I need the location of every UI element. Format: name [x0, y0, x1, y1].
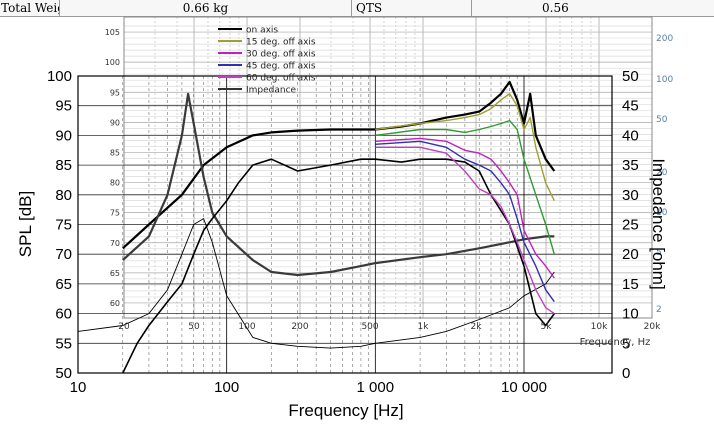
main-ticks: 10 100 1 000 10 000 50 55 60 65 70 75 80 85 90 95 100 0…	[47, 68, 639, 396]
inset-frame	[123, 16, 653, 319]
inset-legend: on axis 15 deg. off axis 30 deg. off axis 4…	[218, 26, 316, 96]
x-tick-label: 10 000	[501, 379, 547, 396]
spec-value-total-weight: 0.66 kg	[60, 0, 352, 16]
y-tick-label: 100	[47, 68, 72, 85]
inset-y2-tick: 5	[656, 248, 662, 258]
inset-x-tick: 20	[118, 322, 130, 332]
inset-x-tick: 200	[291, 322, 308, 332]
inset-ticks: 20 50 100 200 500 1k 2k 5k 10k 20k105100959085807…	[105, 28, 674, 332]
inset-y-tick: 65	[110, 269, 120, 278]
y2-tick-label: 45	[622, 98, 639, 115]
spec-value-qts: 0.56	[542, 1, 569, 15]
y-tick-label: 90	[55, 127, 72, 144]
series-60-deg	[375, 140, 555, 303]
inset-x-tick: 100	[238, 322, 255, 332]
x-tick-label: 1 000	[357, 379, 395, 396]
legend-label: 60 deg. off axis	[246, 74, 316, 84]
y2-tick-label: 35	[622, 157, 639, 174]
inset-y-tick: 85	[110, 148, 120, 157]
spec-label-total-weight: Total Weight	[0, 0, 60, 16]
inset-y2-tick: 2	[656, 305, 662, 315]
inset-x-tick: 1k	[418, 322, 430, 332]
y-axis-label: SPL [dB]	[16, 191, 35, 257]
inset-x-tick: 500	[361, 322, 378, 332]
series-impedance-main	[122, 92, 555, 277]
inset-y-tick: 70	[110, 239, 120, 248]
y2-tick-label: 25	[622, 217, 639, 234]
legend-label: 30 deg. off axis	[246, 50, 316, 60]
x-tick-label: 10	[70, 379, 87, 396]
y-tick-label: 55	[55, 335, 72, 352]
y-tick-label: 80	[55, 187, 72, 204]
inset-x-tick: 2k	[471, 322, 483, 332]
inset-y2-tick: 200	[656, 34, 673, 44]
main-grid	[77, 75, 613, 374]
x-tick-label: 100	[214, 379, 239, 396]
series-80-deg	[375, 146, 555, 315]
inset-y-tick: 95	[110, 88, 120, 97]
y2-tick-label: 40	[622, 127, 639, 144]
inset-y2-tick: 50	[656, 115, 668, 125]
y2-tick-label: 50	[622, 68, 639, 85]
inset-series	[77, 93, 555, 374]
series-45-deg	[375, 137, 555, 279]
series-impedance-near-field	[77, 218, 555, 349]
y2-tick-label: 10	[622, 306, 639, 323]
main-frame	[77, 75, 613, 374]
inset-y2-tick: 20	[656, 168, 668, 178]
y-tick-label: 75	[55, 217, 72, 234]
y-tick-label: 60	[55, 306, 72, 323]
series-15-deg	[375, 93, 555, 202]
y-tick-label: 70	[55, 246, 72, 263]
inset-x-tick: 50	[188, 322, 200, 332]
series-30-deg	[375, 119, 555, 255]
inset-y-tick: 60	[110, 299, 120, 308]
inset-y2-tick: 100	[656, 75, 673, 85]
y-tick-label: 65	[55, 276, 72, 293]
inset-y-tick: 100	[105, 58, 120, 67]
inset-x-axis-label: Frequency, Hz	[580, 337, 651, 348]
inset-x-tick: 10k	[591, 322, 608, 332]
legend-label: on axis	[246, 26, 278, 36]
y2-tick-label: 0	[622, 365, 630, 382]
legend-label: 15 deg. off axis	[246, 38, 316, 48]
inset-y-tick: 80	[110, 179, 120, 188]
inset-x-tick: 5k	[541, 322, 553, 332]
legend-label: 45 deg. off axis	[246, 62, 316, 72]
inset-y2-tick: 10	[656, 208, 668, 218]
y2-tick-label: 5	[622, 335, 630, 352]
spec-label-qts: QTS	[352, 0, 472, 16]
y2-tick-label: 20	[622, 246, 639, 263]
y-tick-label: 95	[55, 98, 72, 115]
y2-tick-label: 30	[622, 187, 639, 204]
y-tick-label: 85	[55, 157, 72, 174]
main-series	[122, 80, 556, 277]
y2-axis-label: Impedance [ohm]	[649, 158, 668, 289]
inset-y-tick: 75	[110, 209, 120, 218]
legend-label: Impedance	[246, 86, 297, 96]
inset-x-tick: 20k	[644, 322, 661, 332]
y-tick-label: 50	[55, 365, 72, 382]
y2-tick-label: 15	[622, 276, 639, 293]
inset-y-tick: 105	[105, 28, 120, 37]
series-frequency-response	[122, 158, 555, 374]
inset-y-tick: 90	[110, 118, 120, 127]
x-axis-label: Frequency [Hz]	[288, 401, 403, 420]
